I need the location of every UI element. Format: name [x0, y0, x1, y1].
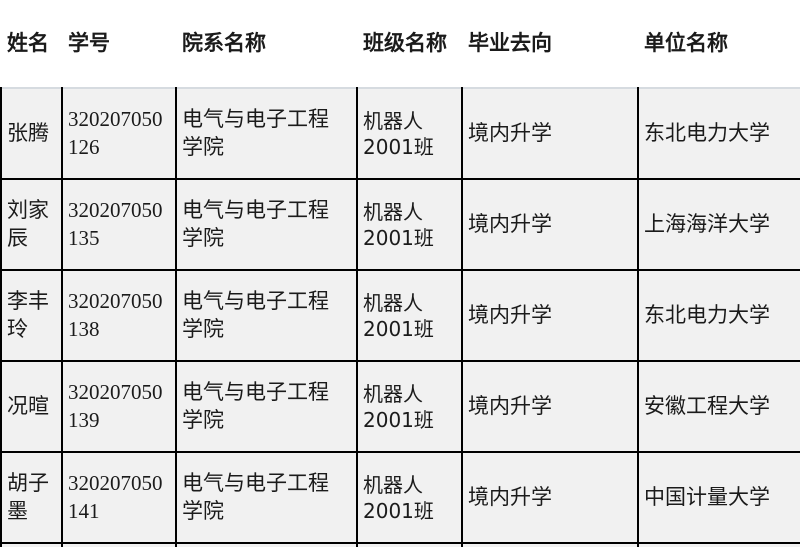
- cell-name: 李丰玲: [0, 269, 63, 362]
- table-row: 胡子墨 320207050141 电气与电子工程学院 机器人2001班 境内升学 中国计量…: [0, 451, 800, 544]
- cell-class-name: 机器人2001班: [356, 451, 463, 544]
- cell-organization: 上海海洋大学: [637, 178, 800, 271]
- col-header-name: 姓名: [1, 0, 62, 88]
- cell-destination: 境内升学: [461, 178, 639, 271]
- cell-organization: 东北电力大学: [637, 87, 800, 180]
- cell-empty: [461, 542, 639, 547]
- col-header-department: 院系名称: [176, 0, 357, 88]
- cell-name: 张腾: [0, 87, 63, 180]
- cell-student-id: 320207050141: [61, 451, 177, 544]
- col-header-class-name: 班级名称: [357, 0, 462, 88]
- cell-student-id: 320207050139: [61, 360, 177, 453]
- cell-student-id: 320207050138: [61, 269, 177, 362]
- cell-department: 电气与电子工程学院: [175, 451, 358, 544]
- cell-organization: 中国计量大学: [637, 451, 800, 544]
- cell-empty: [637, 542, 800, 547]
- col-header-destination: 毕业去向: [462, 0, 638, 88]
- cell-empty: [0, 542, 63, 547]
- cell-department: 电气与电子工程学院: [175, 178, 358, 271]
- cell-destination: 境内升学: [461, 87, 639, 180]
- cell-name: 况暄: [0, 360, 63, 453]
- col-header-organization: 单位名称: [638, 0, 800, 88]
- cell-class-name: 机器人2001班: [356, 178, 463, 271]
- col-header-student-id: 学号: [62, 0, 176, 88]
- table-row-partial: [0, 542, 800, 547]
- cell-destination: 境内升学: [461, 451, 639, 544]
- cell-class-name: 机器人2001班: [356, 360, 463, 453]
- cell-organization: 东北电力大学: [637, 269, 800, 362]
- table-body: 张腾 320207050126 电气与电子工程学院 机器人2001班 境内升学 东北电力大…: [0, 87, 800, 547]
- cell-destination: 境内升学: [461, 360, 639, 453]
- cell-student-id: 320207050126: [61, 87, 177, 180]
- cell-student-id: 320207050135: [61, 178, 177, 271]
- table-header-row: 姓名 学号 院系名称 班级名称 毕业去向 单位名称: [1, 0, 800, 88]
- cell-department: 电气与电子工程学院: [175, 87, 358, 180]
- cell-department: 电气与电子工程学院: [175, 360, 358, 453]
- cell-name: 胡子墨: [0, 451, 63, 544]
- cell-class-name: 机器人2001班: [356, 269, 463, 362]
- cell-empty: [356, 542, 463, 547]
- cell-name: 刘家辰: [0, 178, 63, 271]
- cell-empty: [61, 542, 177, 547]
- table-row: 张腾 320207050126 电气与电子工程学院 机器人2001班 境内升学 东北电力大…: [0, 87, 800, 180]
- cell-class-name: 机器人2001班: [356, 87, 463, 180]
- cell-destination: 境内升学: [461, 269, 639, 362]
- table-row: 李丰玲 320207050138 电气与电子工程学院 机器人2001班 境内升学 东北电力…: [0, 269, 800, 362]
- cell-organization: 安徽工程大学: [637, 360, 800, 453]
- table-row: 况暄 320207050139 电气与电子工程学院 机器人2001班 境内升学 安徽工程大…: [0, 360, 800, 453]
- cell-empty: [175, 542, 358, 547]
- cell-department: 电气与电子工程学院: [175, 269, 358, 362]
- table-row: 刘家辰 320207050135 电气与电子工程学院 机器人2001班 境内升学 上海海洋…: [0, 178, 800, 271]
